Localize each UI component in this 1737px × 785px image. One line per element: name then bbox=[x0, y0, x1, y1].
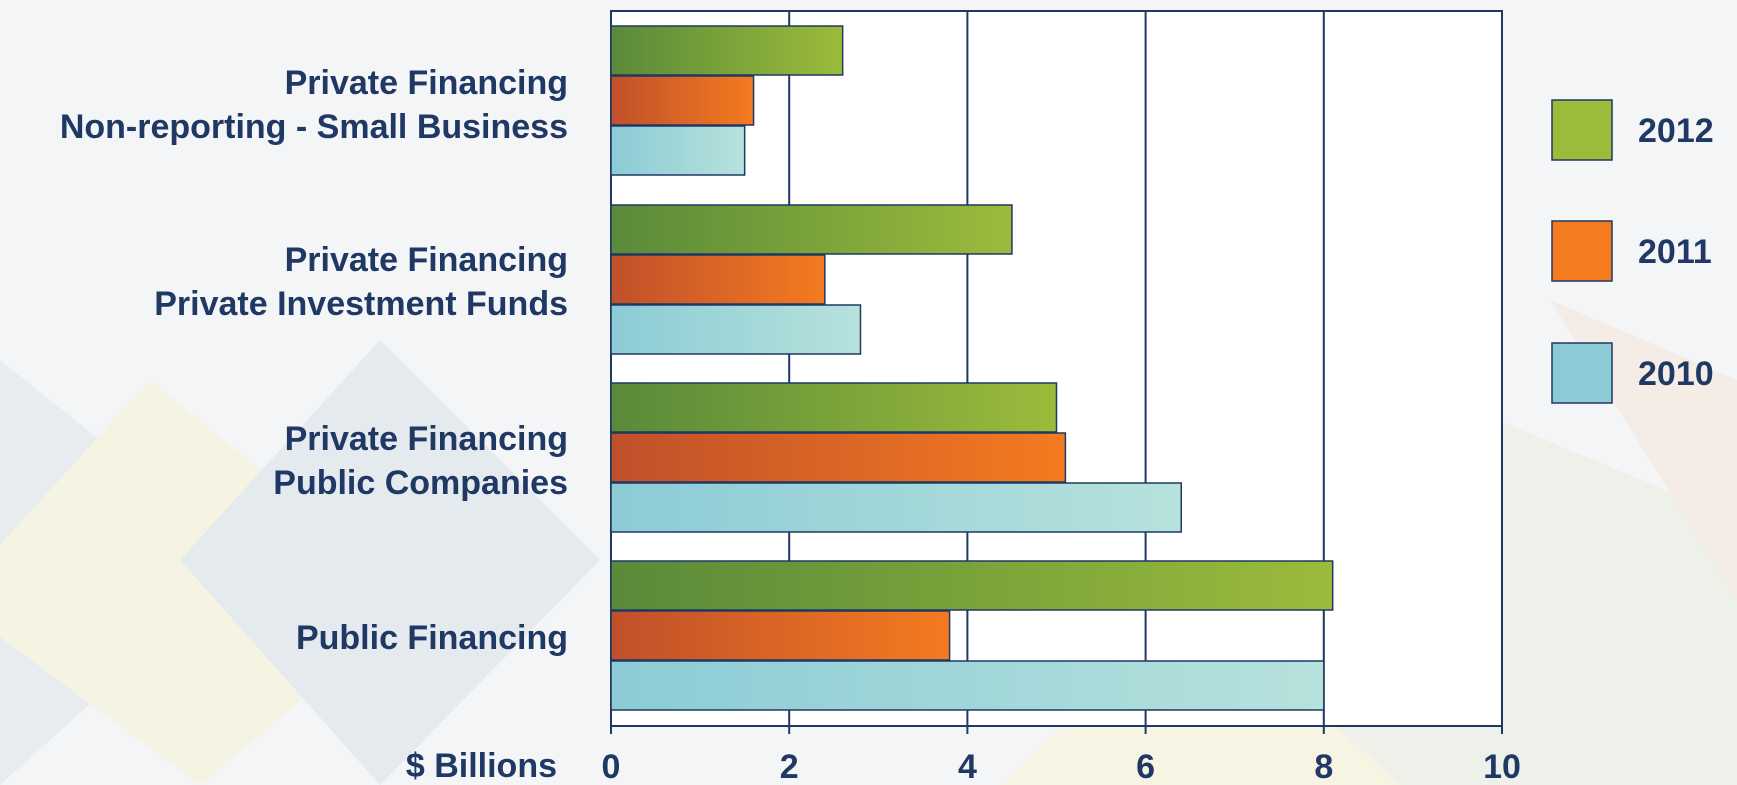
x-tick-label: 8 bbox=[1314, 748, 1333, 785]
bar-2011-cat-1 bbox=[610, 254, 826, 305]
category-label: Non-reporting - Small Business bbox=[60, 108, 568, 146]
bar-2011-cat-0 bbox=[610, 75, 755, 126]
legend-label-2011: 2011 bbox=[1638, 233, 1712, 271]
legend-swatch-2012 bbox=[1551, 99, 1613, 161]
bars bbox=[610, 25, 1334, 711]
bar-2012-cat-3 bbox=[610, 560, 1334, 611]
bar-2012-cat-2 bbox=[610, 382, 1058, 433]
x-tick-label: 10 bbox=[1483, 748, 1521, 785]
legend-label-2012: 2012 bbox=[1638, 112, 1714, 150]
category-label: Public Financing bbox=[296, 619, 568, 657]
bar-2012-cat-0 bbox=[610, 25, 844, 76]
x-tick-label: 6 bbox=[1136, 748, 1155, 785]
x-tick-label: 0 bbox=[602, 748, 621, 785]
category-labels: Private Financing Non-reporting - Small B… bbox=[60, 64, 568, 657]
legend-label-2010: 2010 bbox=[1638, 355, 1714, 393]
category-label: Public Companies bbox=[273, 464, 568, 502]
x-tick-label: 4 bbox=[958, 748, 977, 785]
bar-2011-cat-3 bbox=[610, 610, 951, 661]
category-label: Private Financing bbox=[285, 420, 568, 458]
legend-swatch-2010 bbox=[1551, 342, 1613, 404]
legend: 2012 2011 2010 bbox=[1551, 99, 1714, 404]
bar-2010-cat-1 bbox=[610, 304, 862, 355]
bar-2010-cat-2 bbox=[610, 482, 1182, 533]
category-label: Private Financing bbox=[285, 241, 568, 279]
category-label: Private Investment Funds bbox=[154, 285, 568, 323]
bar-2011-cat-2 bbox=[610, 432, 1067, 483]
category-label: Private Financing bbox=[285, 64, 568, 102]
bar-2010-cat-0 bbox=[610, 125, 746, 176]
x-axis-ticks: 0 2 4 6 8 10 bbox=[602, 748, 1521, 785]
bar-2010-cat-3 bbox=[610, 660, 1325, 711]
bar-2012-cat-1 bbox=[610, 204, 1013, 255]
legend-swatch-2011 bbox=[1551, 220, 1613, 282]
x-tick-label: 2 bbox=[780, 748, 799, 785]
x-axis-title: $ Billions bbox=[406, 747, 557, 785]
